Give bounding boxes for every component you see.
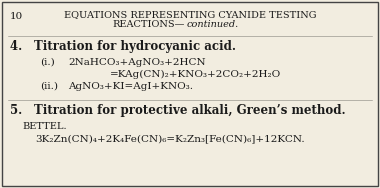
Text: AgNO₃+KI=AgI+KNO₃.: AgNO₃+KI=AgI+KNO₃. (68, 82, 193, 91)
Text: EQUATIONS REPRESENTING CYANIDE TESTING: EQUATIONS REPRESENTING CYANIDE TESTING (64, 10, 316, 19)
Text: 3K₂Zn(CN)₄+2K₄Fe(CN)₆=K₂Zn₃[Fe(CN)₆]+12KCN.: 3K₂Zn(CN)₄+2K₄Fe(CN)₆=K₂Zn₃[Fe(CN)₆]+12K… (35, 134, 305, 143)
Text: 4. Titration for hydrocyanic acid.: 4. Titration for hydrocyanic acid. (10, 40, 236, 53)
Text: 10: 10 (10, 12, 23, 21)
Text: 5. Titration for protective alkali, Green’s method.: 5. Titration for protective alkali, Gree… (10, 104, 346, 117)
Text: BETTEL.: BETTEL. (22, 122, 66, 131)
Text: (i.): (i.) (40, 58, 55, 67)
Text: (ii.): (ii.) (40, 82, 58, 91)
Text: 2NaHCO₃+AgNO₃+2HCN: 2NaHCO₃+AgNO₃+2HCN (68, 58, 206, 67)
Text: REACTIONS—: REACTIONS— (112, 20, 185, 29)
Text: =KAg(CN)₂+KNO₃+2CO₂+2H₂O: =KAg(CN)₂+KNO₃+2CO₂+2H₂O (110, 70, 281, 79)
Text: continued.: continued. (187, 20, 239, 29)
